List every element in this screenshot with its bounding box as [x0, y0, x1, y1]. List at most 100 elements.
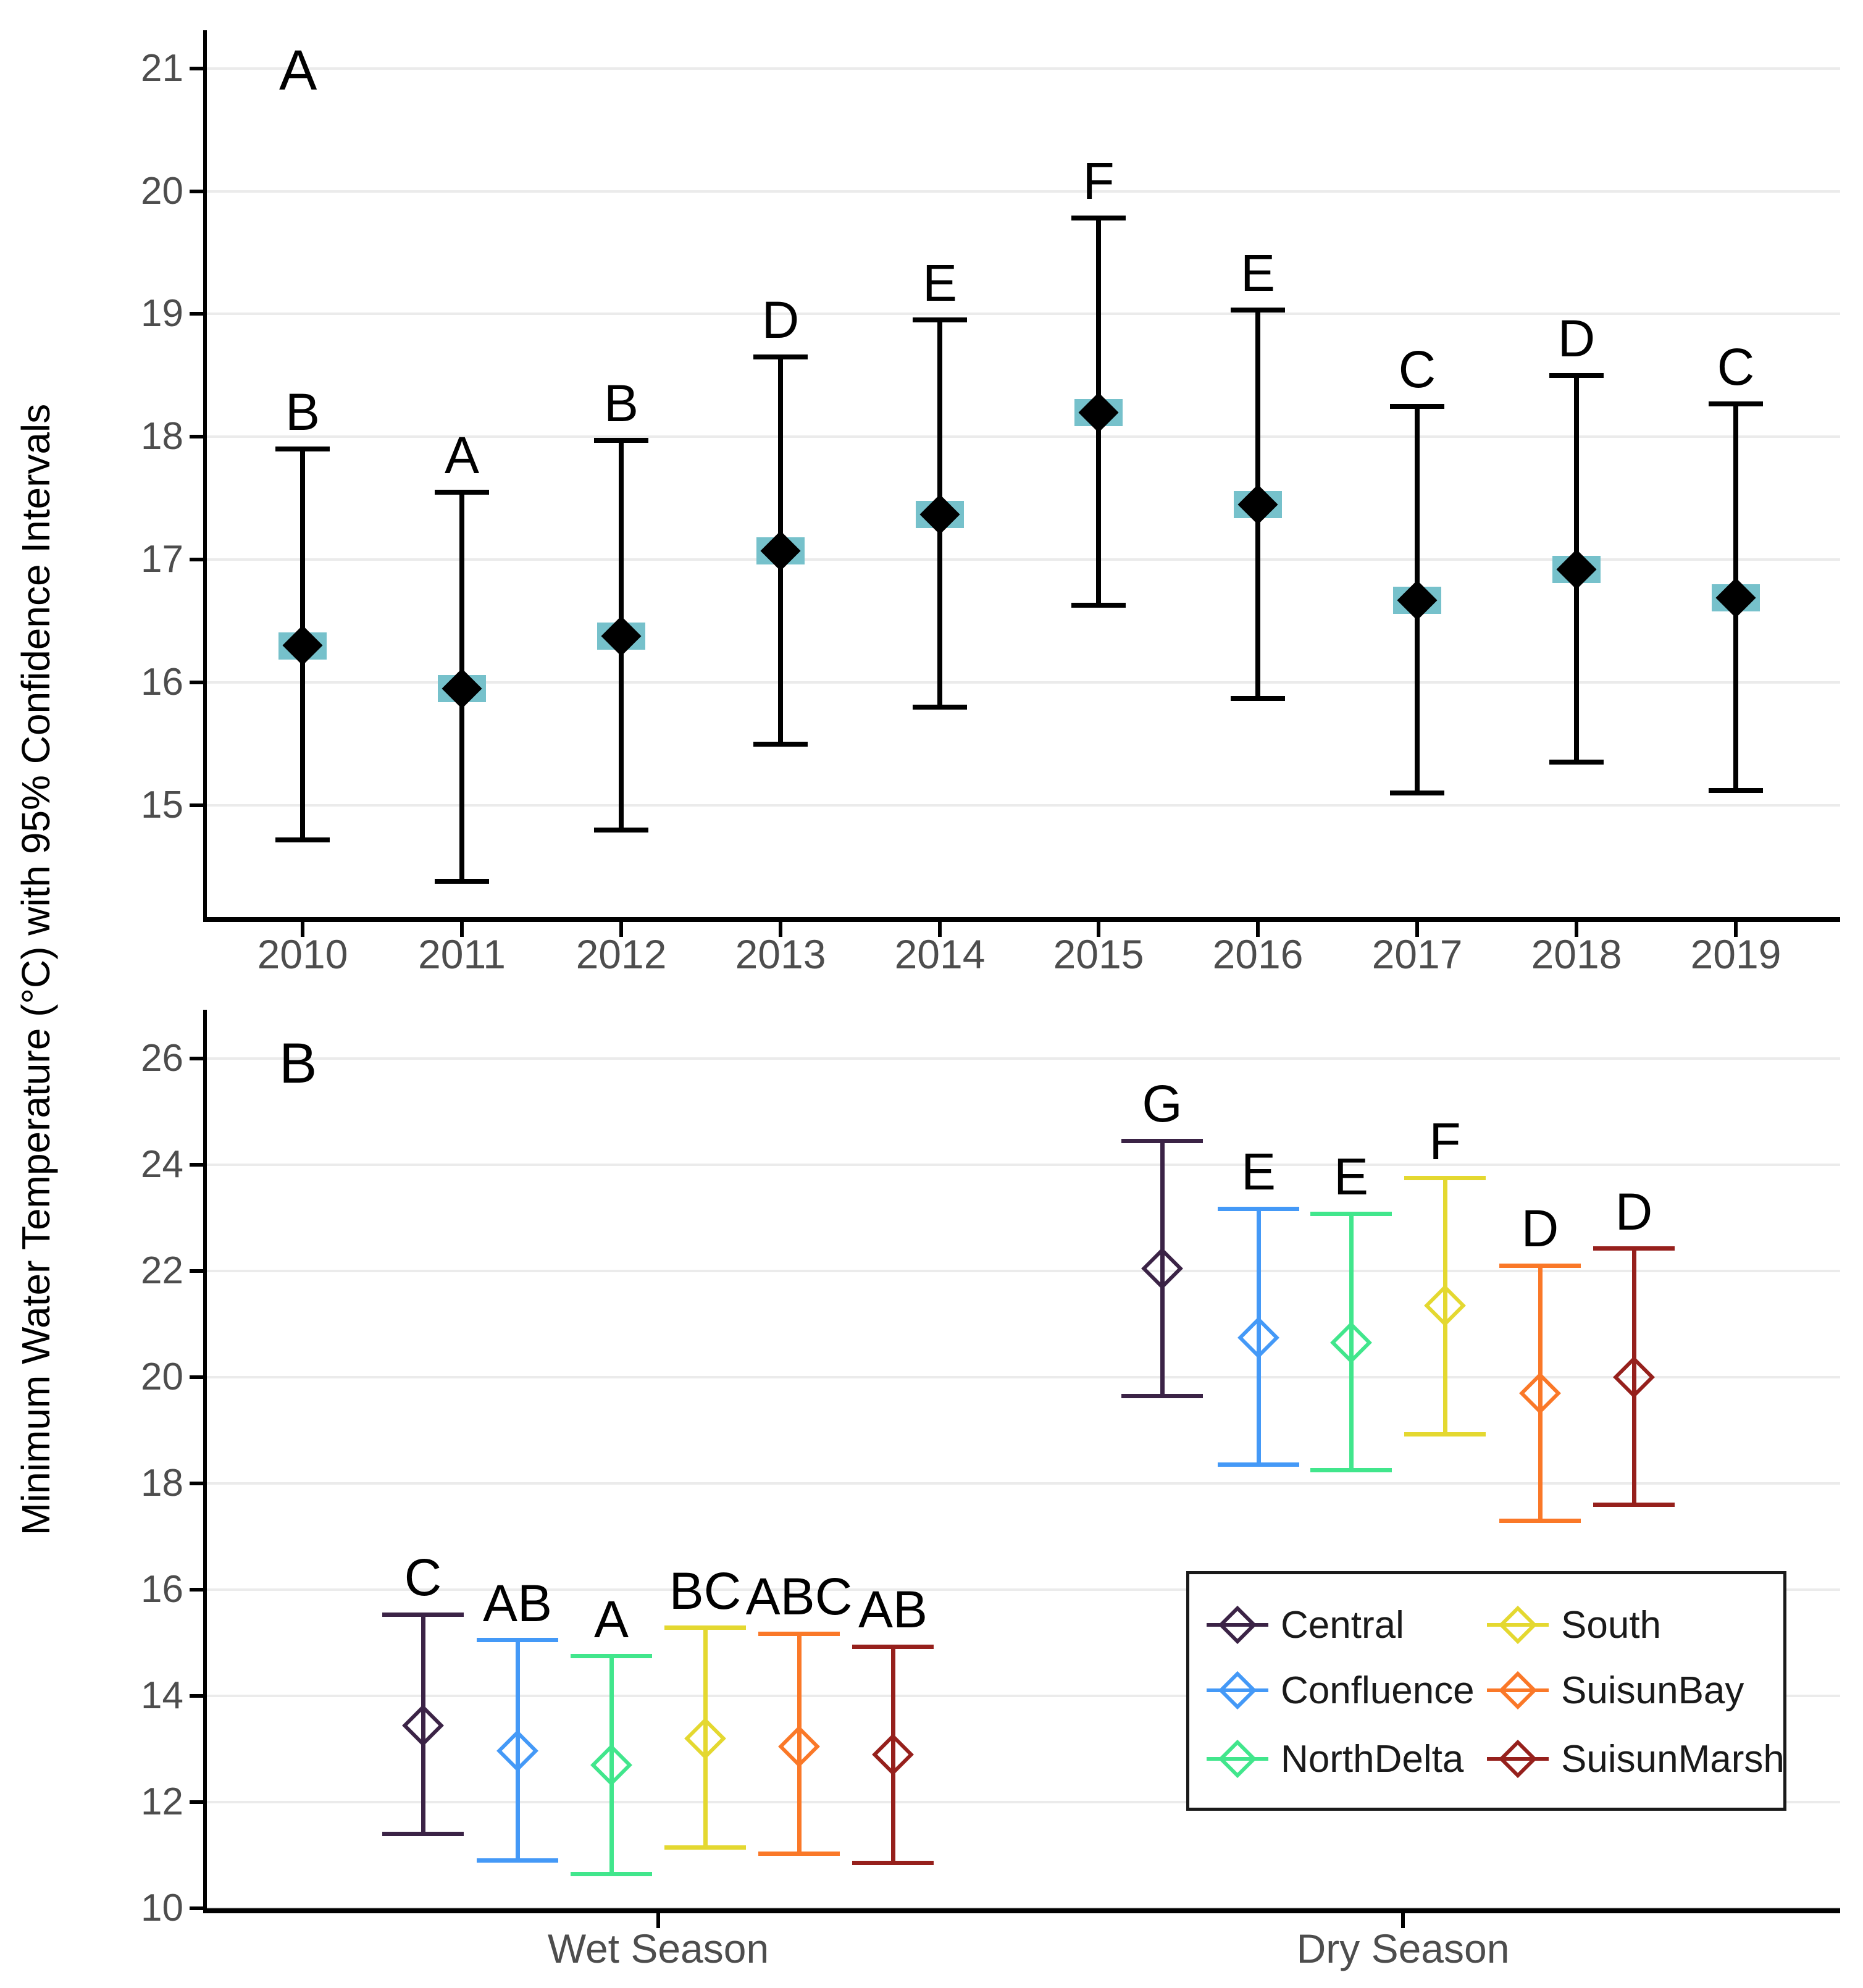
- y-tick-mark: [190, 1694, 207, 1698]
- y-gridline: [207, 1695, 1840, 1697]
- region-NorthDelta-wet-ci-top-cap: [571, 1654, 652, 1658]
- legend-key-line-South: [1487, 1623, 1549, 1627]
- region-South-dry-ci-line: [1443, 1178, 1447, 1434]
- region-SuisunMarsh-wet-ci-bottom-cap: [852, 1861, 934, 1865]
- y-tick-mark: [190, 67, 207, 70]
- y-gridline: [207, 1270, 1840, 1272]
- region-Confluence-dry-ci-bottom-cap: [1218, 1462, 1299, 1467]
- year-2012-ci-top-cap: [594, 438, 648, 443]
- region-Central-dry-ci-line: [1160, 1141, 1165, 1396]
- region-Confluence-dry-mean-diamond: [1237, 1317, 1279, 1359]
- y-tick-mark: [190, 803, 207, 807]
- year-2013-ci-top-cap: [753, 354, 808, 359]
- region-South-wet-ci-line: [703, 1628, 708, 1847]
- y-tick-mark: [190, 1906, 207, 1910]
- region-South-wet-mean-diamond: [684, 1717, 726, 1759]
- y-tick-label: 22: [141, 1249, 183, 1292]
- region-SuisunMarsh-wet-ci-line: [891, 1646, 895, 1863]
- legend-key-line-SuisunMarsh: [1487, 1757, 1549, 1761]
- x-tick-label-year: 2010: [257, 931, 348, 977]
- region-Confluence-wet-ci-line: [516, 1640, 520, 1861]
- y-tick-mark: [190, 190, 207, 193]
- x-tick-mark: [656, 1913, 660, 1928]
- legend-border: [1186, 1571, 1786, 1811]
- y-gridline: [207, 67, 1840, 70]
- region-SuisunMarsh-wet-mean-diamond: [872, 1734, 914, 1776]
- x-tick-label-season: Wet Season: [547, 1926, 769, 1971]
- region-Central-dry-mean-diamond: [1141, 1248, 1183, 1290]
- year-2019-ci-top-cap: [1709, 401, 1763, 406]
- x-tick-label-year: 2017: [1371, 931, 1463, 977]
- legend-key-line-Central: [1207, 1623, 1268, 1627]
- significance-letter: BC: [669, 1562, 742, 1620]
- year-2019-ci-bottom-cap: [1709, 788, 1763, 793]
- region-NorthDelta-dry-ci-bottom-cap: [1310, 1468, 1392, 1472]
- y-tick-label: 18: [141, 1462, 183, 1504]
- y-tick-label: 21: [141, 47, 183, 90]
- significance-letter: E: [1333, 1147, 1369, 1206]
- y-gridline: [207, 1164, 1840, 1166]
- y-gridline: [207, 1588, 1840, 1591]
- significance-letter: AB: [482, 1574, 553, 1632]
- significance-letter: B: [603, 374, 639, 432]
- region-South-dry-mean-diamond: [1424, 1285, 1466, 1327]
- y-tick-mark: [190, 1163, 207, 1167]
- significance-letter: G: [1142, 1075, 1183, 1133]
- significance-letter: C: [1398, 340, 1436, 398]
- x-tick-mark: [1097, 922, 1100, 937]
- y-gridline: [207, 1376, 1840, 1378]
- year-2011-ci-top-cap: [435, 490, 489, 495]
- y-tick-label: 15: [141, 784, 183, 826]
- y-tick-label: 14: [141, 1674, 183, 1717]
- region-SuisunBay-dry-ci-top-cap: [1499, 1264, 1581, 1268]
- legend-label-SuisunBay: SuisunBay: [1561, 1669, 1744, 1712]
- legend-label-NorthDelta: NorthDelta: [1281, 1738, 1464, 1780]
- x-tick-mark: [1401, 1913, 1405, 1928]
- significance-letter: A: [593, 1590, 629, 1648]
- significance-letter: F: [1429, 1112, 1461, 1170]
- y-gridline: [207, 558, 1840, 561]
- region-SuisunMarsh-dry-ci-top-cap: [1593, 1246, 1675, 1251]
- significance-letter: E: [1241, 1143, 1276, 1201]
- year-2010-ci-top-cap: [275, 447, 330, 451]
- region-SuisunBay-wet-mean-diamond: [778, 1726, 820, 1768]
- x-tick-label-year: 2013: [735, 931, 826, 977]
- year-2012-ci-bottom-cap: [594, 828, 648, 833]
- region-SuisunBay-wet-ci-top-cap: [758, 1632, 840, 1636]
- region-SuisunBay-wet-ci-bottom-cap: [758, 1852, 840, 1856]
- region-Central-wet-ci-line: [421, 1614, 425, 1834]
- region-Central-wet-mean-diamond: [402, 1705, 444, 1747]
- y-tick-label: 16: [141, 1568, 183, 1611]
- year-2014-ci-bottom-cap: [913, 705, 967, 710]
- x-tick-mark: [301, 922, 304, 937]
- y-gridline: [207, 804, 1840, 807]
- x-tick-mark: [1734, 922, 1738, 937]
- panel-a-label: A: [279, 39, 317, 102]
- region-SuisunMarsh-wet-ci-top-cap: [852, 1645, 934, 1649]
- legend-label-SuisunMarsh: SuisunMarsh: [1561, 1738, 1785, 1780]
- year-2010-ci-bottom-cap: [275, 837, 330, 842]
- y-tick-label: 12: [141, 1780, 183, 1823]
- year-2015-ci-top-cap: [1071, 216, 1126, 220]
- region-SuisunMarsh-dry-mean-diamond: [1613, 1356, 1655, 1398]
- region-SuisunBay-wet-ci-line: [797, 1634, 802, 1853]
- significance-letter: D: [1615, 1183, 1653, 1241]
- year-2018-ci-bottom-cap: [1549, 760, 1604, 765]
- y-tick-mark: [190, 435, 207, 438]
- y-tick-label: 19: [141, 292, 183, 335]
- significance-letter: F: [1082, 152, 1115, 210]
- significance-letter: D: [761, 291, 800, 349]
- y-tick-label: 18: [141, 415, 183, 458]
- significance-letter: D: [1557, 309, 1596, 367]
- significance-letter: B: [285, 383, 320, 441]
- region-NorthDelta-dry-mean-diamond: [1330, 1322, 1372, 1364]
- x-tick-mark: [460, 922, 464, 937]
- y-gridline: [207, 190, 1840, 193]
- y-gridline: [207, 681, 1840, 684]
- panel-b-label: B: [279, 1032, 317, 1095]
- x-tick-mark: [1575, 922, 1578, 937]
- year-2011-ci-bottom-cap: [435, 879, 489, 884]
- region-Confluence-wet-mean-diamond: [496, 1730, 538, 1772]
- x-axis-line: [203, 917, 1840, 922]
- year-2016-ci-bottom-cap: [1231, 696, 1285, 701]
